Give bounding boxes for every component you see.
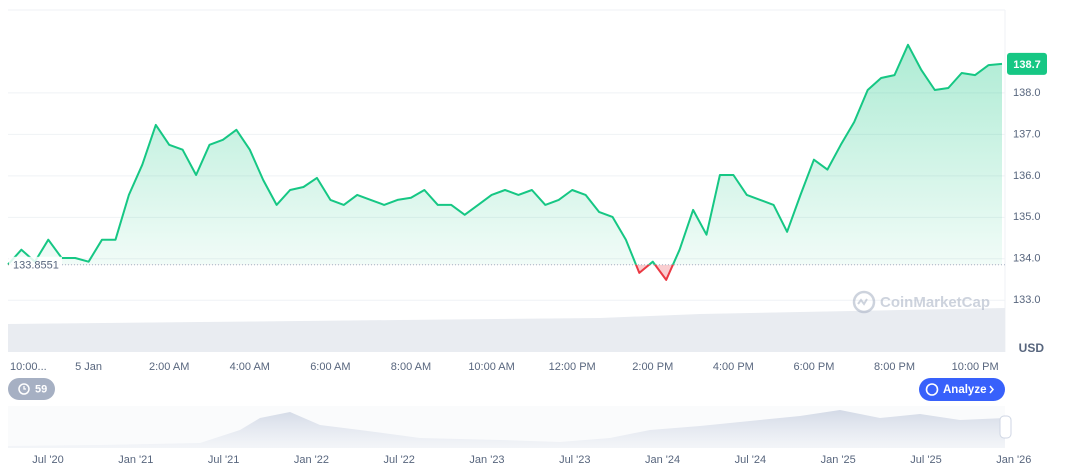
history-count: 59 xyxy=(35,383,47,395)
x-tick-label: 6:00 AM xyxy=(310,361,350,373)
x-tick-label: 10:00... xyxy=(10,361,47,373)
navigator-area xyxy=(8,410,1005,448)
analyze-button[interactable]: Analyze xyxy=(919,378,1005,401)
navigator-label: Jul '20 xyxy=(32,454,63,466)
x-tick-label: 10:00 AM xyxy=(468,361,514,373)
history-button[interactable]: 59 xyxy=(8,378,55,400)
price-line-up xyxy=(7,43,1003,265)
navigator-label: Jul '24 xyxy=(735,454,766,466)
y-tick-label: 135.0 xyxy=(1013,211,1041,223)
navigator-labels: Jul '20 Jan '21 Jul '21 Jan '22 Jul '22 Jan '… xyxy=(32,454,1031,466)
baseline-label-bg xyxy=(9,256,62,273)
y-tick-label: 136.0 xyxy=(1013,170,1041,182)
x-tick-label: 4:00 PM xyxy=(713,361,754,373)
navigator-label: Jul '25 xyxy=(910,454,941,466)
volume-band xyxy=(8,308,1005,352)
plot xyxy=(7,43,1005,301)
x-tick-label: 2:00 AM xyxy=(149,361,189,373)
last-price-tag xyxy=(1007,52,1047,75)
navigator-label: Jan '23 xyxy=(469,454,504,466)
y-tick-label: 134.0 xyxy=(1013,253,1041,265)
x-tick-label: 6:00 PM xyxy=(793,361,834,373)
y-unit: USD xyxy=(1019,341,1045,355)
navigator-label: Jan '26 xyxy=(996,454,1031,466)
baseline-label: 133.8551 xyxy=(13,260,59,272)
area-above xyxy=(8,44,1002,265)
watermark-text: CoinMarketCap xyxy=(880,294,990,311)
y-tick-label: 137.0 xyxy=(1013,128,1041,140)
navigator-label: Jul '21 xyxy=(208,454,239,466)
navigator-label: Jan '25 xyxy=(821,454,856,466)
watermark: CoinMarketCap xyxy=(852,290,990,314)
x-tick-label: 4:00 AM xyxy=(230,361,270,373)
x-tick-label: 10:00 PM xyxy=(952,361,999,373)
navigator-label: Jan '22 xyxy=(294,454,329,466)
x-tick-label: 12:00 PM xyxy=(549,361,596,373)
y-tick-label: 138.0 xyxy=(1013,87,1041,99)
x-tick-label: 8:00 PM xyxy=(874,361,915,373)
navigator-handle[interactable] xyxy=(999,415,1012,439)
x-tick-label: 8:00 AM xyxy=(391,361,431,373)
navigator-label: Jul '22 xyxy=(383,454,414,466)
x-tick-label: 2:00 PM xyxy=(632,361,673,373)
navigator-label: Jul '23 xyxy=(559,454,590,466)
y-tick-label: 133.0 xyxy=(1013,294,1041,306)
last-price-label: 138.7 xyxy=(1013,59,1041,71)
x-tick-label: 5 Jan xyxy=(75,361,102,373)
navigator-label: Jan '21 xyxy=(118,454,153,466)
analyze-label: Analyze xyxy=(943,384,986,396)
navigator-label: Jan '24 xyxy=(645,454,680,466)
